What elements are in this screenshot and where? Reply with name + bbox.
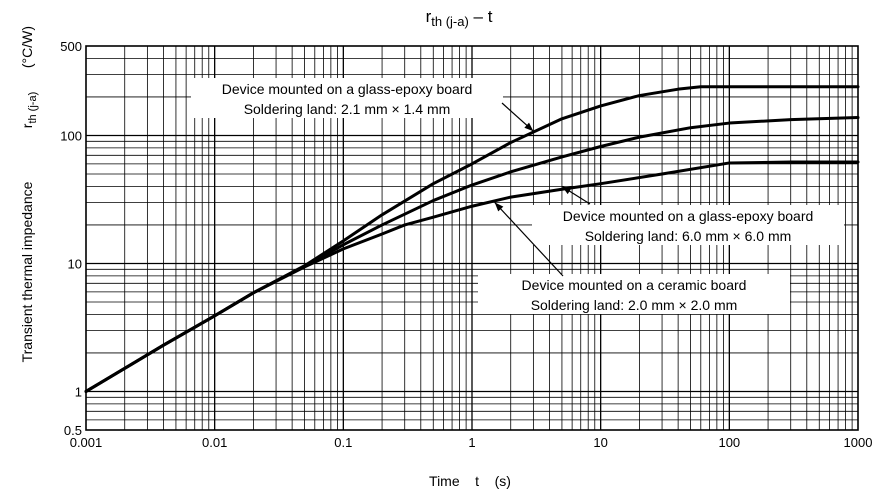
annotation-background [532,205,844,245]
series-line-3 [84,160,860,393]
x-tick-label: 100 [718,435,740,450]
x-tick-label: 0.001 [70,435,103,450]
annotation-line-1: Device mounted on a glass-epoxy board [222,81,473,97]
annotation-arrow-head [524,122,534,132]
x-tick-label: 0.01 [202,435,227,450]
series-lines [84,85,860,393]
y-axis-label-text: Transient thermal impedance [19,181,35,362]
annotation-3: Device mounted on a ceramic board Solderi… [478,201,790,314]
y-tick-label: 500 [60,39,82,54]
plot-frame [85,45,859,431]
x-tick-label: 10 [593,435,607,450]
x-tick-labels: 0.001 0.01 0.1 1 10 100 1000 [70,435,873,450]
x-axis-label-text: Time t (s) [429,473,511,489]
y-tick-label: 10 [68,256,82,271]
y-axis-unit: (°C/W) [19,26,35,68]
annotation-line-1: Device mounted on a glass-epoxy board [563,208,814,224]
x-tick-label: 0.1 [334,435,352,450]
x-tick-label: 1 [468,435,475,450]
annotation-line-2: Soldering land: 2.1 mm × 1.4 mm [244,101,451,117]
chart-title-tail: – t [469,7,493,26]
annotations: Device mounted on a glass-epoxy board Sol… [191,78,844,314]
y-axis-symbol-sub: th (j-a) [27,92,39,124]
annotation-arrow-head [561,186,572,195]
annotation-line-1: Device mounted on a ceramic board [522,277,747,293]
annotation-2: Device mounted on a glass-epoxy board Sol… [532,185,844,245]
y-tick-label: 100 [60,128,82,143]
y-axis-symbol-main: r [19,123,35,128]
x-tick-label: 1000 [844,435,873,450]
annotation-background [478,274,790,314]
y-tick-label: 1 [75,384,82,399]
y-tick-label: 0.5 [64,423,82,438]
x-axis-label: Time t (s) [429,473,511,489]
chart-title-main: r [426,7,432,26]
y-axis-unit-text: (°C/W) [19,26,35,68]
annotation-arrow-line [494,201,564,277]
annotation-arrow-head [494,202,504,212]
annotation-line-2: Soldering land: 6.0 mm × 6.0 mm [585,228,792,244]
annotation-line-2: Soldering land: 2.0 mm × 2.0 mm [531,297,738,313]
chart-title: rth (j-a) – t [426,7,493,29]
y-axis-symbol: rth (j-a) [19,92,39,128]
y-axis-label: Transient thermal impedance [19,181,35,362]
annotation-background [191,78,503,118]
chart-title-sub: th (j-a) [431,14,469,29]
annotation-1: Device mounted on a glass-epoxy board Sol… [191,78,534,132]
y-tick-labels: 0.5 1 10 100 500 [60,39,82,438]
